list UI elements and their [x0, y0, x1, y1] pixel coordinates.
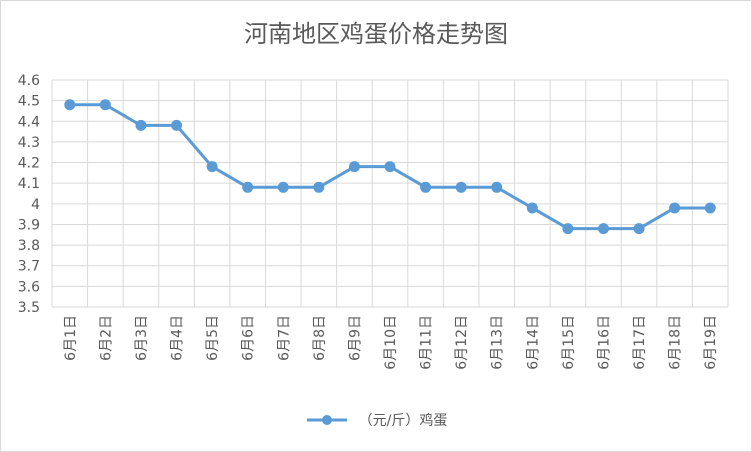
data-point: [491, 181, 503, 193]
x-tick-label: 6月13日: [490, 315, 506, 370]
x-tick-label: 6月2日: [98, 315, 114, 361]
data-point: [704, 202, 716, 214]
legend-label: （元/斤）鸡蛋: [358, 413, 448, 429]
data-point: [99, 99, 111, 111]
legend-swatch: [306, 415, 347, 425]
x-tick-label: 6月14日: [525, 315, 541, 370]
chart-title: 河南地区鸡蛋价格走势图: [244, 20, 508, 48]
x-tick-label: 6月18日: [668, 315, 684, 370]
x-tick-label: 6月1日: [63, 315, 79, 361]
data-point: [669, 202, 681, 214]
data-point: [277, 181, 289, 193]
y-tick-label: 4: [31, 197, 40, 213]
x-tick-label: 6月4日: [170, 315, 186, 361]
data-point: [384, 161, 396, 173]
y-tick-label: 3.8: [18, 238, 40, 254]
data-point: [597, 223, 609, 235]
x-tick-label: 6月7日: [276, 315, 292, 361]
data-point: [455, 181, 467, 193]
data-point: [313, 181, 325, 193]
data-point: [562, 223, 574, 235]
y-tick-label: 4.5: [18, 94, 40, 110]
x-tick-label: 6月12日: [454, 315, 470, 370]
y-tick-label: 4.2: [18, 156, 40, 172]
y-tick-label: 3.9: [18, 217, 40, 233]
data-point: [633, 223, 645, 235]
data-point: [242, 181, 254, 193]
data-point: [348, 161, 360, 173]
x-tick-label: 6月15日: [561, 315, 577, 370]
data-point: [64, 99, 76, 111]
x-tick-label: 6月6日: [241, 315, 257, 361]
y-tick-label: 4.1: [18, 176, 40, 192]
x-tick-label: 6月3日: [134, 315, 150, 361]
data-point: [420, 181, 432, 193]
x-tick-label: 6月9日: [347, 315, 363, 361]
data-point: [206, 161, 218, 173]
y-tick-label: 4.4: [18, 114, 40, 130]
y-tick-label: 4.3: [18, 135, 40, 151]
y-tick-label: 3.5: [18, 300, 40, 316]
data-point: [135, 119, 147, 131]
x-tick-label: 6月8日: [312, 315, 328, 361]
data-point: [171, 119, 183, 131]
x-tick-label: 6月5日: [205, 315, 221, 361]
y-tick-label: 3.7: [18, 259, 40, 275]
x-tick-label: 6月19日: [703, 315, 719, 370]
y-tick-label: 4.6: [18, 73, 40, 89]
x-tick-label: 6月17日: [632, 315, 648, 370]
x-tick-label: 6月11日: [419, 315, 435, 370]
x-tick-label: 6月10日: [383, 315, 399, 370]
x-tick-label: 6月16日: [596, 315, 612, 370]
y-tick-label: 3.6: [18, 279, 40, 295]
data-point: [526, 202, 538, 214]
legend: （元/斤）鸡蛋: [0, 408, 752, 432]
